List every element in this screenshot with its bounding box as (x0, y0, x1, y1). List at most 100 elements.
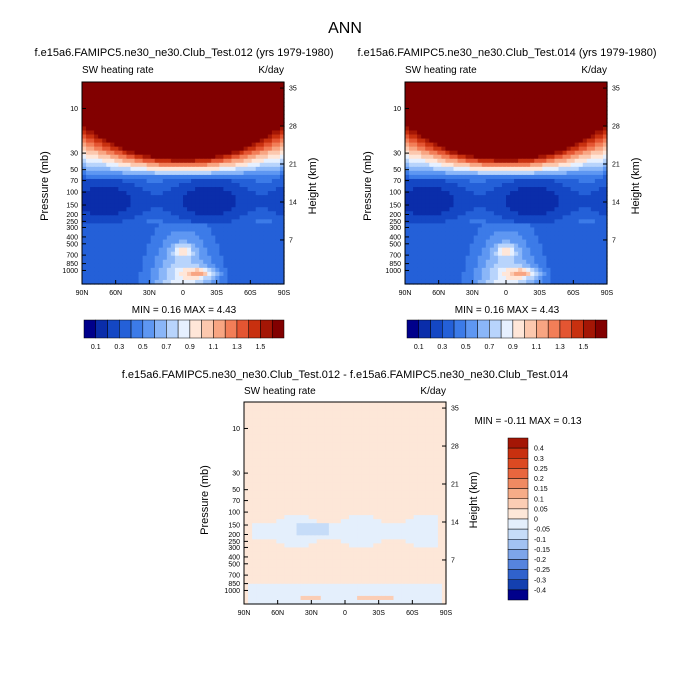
field-cell (150, 130, 156, 136)
field-cell (158, 166, 164, 172)
field-cell (582, 211, 588, 216)
field-cell (223, 98, 229, 103)
field-cell (542, 271, 547, 277)
field-cell (106, 191, 111, 196)
field-cell (542, 82, 547, 87)
field-cell (562, 174, 568, 180)
field-cell (203, 126, 208, 132)
field-cell (522, 102, 527, 107)
field-cell (493, 235, 499, 241)
field-cell (449, 178, 455, 184)
field-cell (489, 130, 495, 136)
field-cell (86, 90, 91, 95)
field-cell (207, 122, 212, 128)
field-cell (98, 162, 103, 168)
figure-title: ANN (328, 20, 362, 37)
field-cell (554, 219, 560, 224)
field-cell (469, 259, 475, 265)
field-cell (114, 263, 119, 269)
field-cell (522, 166, 527, 172)
field-cell (170, 203, 176, 208)
field-cell (263, 243, 269, 249)
field-cell (203, 94, 208, 99)
field-cell (130, 251, 136, 257)
field-cell (183, 211, 188, 216)
field-cell (106, 263, 111, 269)
field-cell (142, 271, 148, 277)
field-cell (223, 150, 229, 156)
field-cell (530, 118, 535, 123)
field-cell (510, 199, 515, 204)
field-cell (211, 211, 216, 216)
field-cell (538, 126, 543, 132)
field-cell (219, 263, 224, 269)
field-cell (469, 170, 475, 176)
field-cell (405, 187, 410, 192)
field-cell (405, 162, 410, 168)
field-cell (485, 166, 491, 172)
field-cell (574, 142, 580, 148)
field-cell (263, 263, 269, 269)
field-cell (433, 114, 438, 119)
field-cell (86, 243, 91, 249)
field-cell (449, 215, 455, 220)
field-cell (158, 263, 164, 269)
field-cell (429, 102, 434, 107)
field-cell (417, 195, 422, 200)
field-cell (251, 146, 257, 152)
field-cell (417, 178, 422, 184)
field-cell (522, 118, 527, 123)
field-cell (562, 259, 568, 265)
field-cell (98, 158, 103, 164)
field-cell (554, 271, 560, 277)
field-cell (437, 150, 442, 156)
field-cell (441, 211, 446, 216)
field-cell (231, 86, 237, 91)
field-cell (413, 271, 418, 277)
field-cell (259, 142, 265, 148)
field-cell (275, 90, 281, 95)
field-cell (590, 166, 596, 172)
field-cell (429, 247, 434, 253)
field-cell (481, 251, 487, 257)
field-cell (271, 231, 277, 237)
field-cell (421, 158, 426, 164)
field-cell (162, 239, 168, 245)
field-cell (154, 231, 160, 237)
field-cell (275, 235, 281, 241)
field-cell (174, 215, 180, 220)
field-cell (223, 146, 229, 152)
field-cell (170, 219, 176, 224)
field-cell (514, 122, 519, 128)
field-cell (235, 98, 241, 103)
field-cell (247, 227, 253, 233)
field-cell (191, 279, 196, 285)
field-cell (485, 211, 491, 216)
field-cell (207, 178, 212, 184)
field-cell (150, 90, 156, 95)
field-cell (417, 162, 422, 168)
field-cell (554, 114, 560, 119)
field-cell (473, 251, 479, 257)
field-cell (183, 130, 188, 136)
field-cell (174, 114, 180, 119)
field-cell (578, 223, 584, 229)
field-cell (489, 215, 495, 220)
field-cell (570, 243, 576, 249)
field-cell (279, 178, 285, 184)
field-cell (522, 122, 527, 128)
field-cell (566, 142, 572, 148)
field-cell (481, 94, 487, 99)
field-cell (243, 102, 249, 107)
field-cell (255, 170, 261, 176)
field-cell (566, 259, 572, 265)
field-cell (166, 138, 172, 144)
field-cell (279, 247, 285, 253)
field-cell (267, 86, 273, 91)
field-cell (465, 211, 471, 216)
field-cell (473, 243, 479, 249)
field-cell (227, 227, 233, 233)
field-cell (469, 154, 475, 160)
field-cell (271, 154, 277, 160)
field-cell (146, 166, 152, 172)
